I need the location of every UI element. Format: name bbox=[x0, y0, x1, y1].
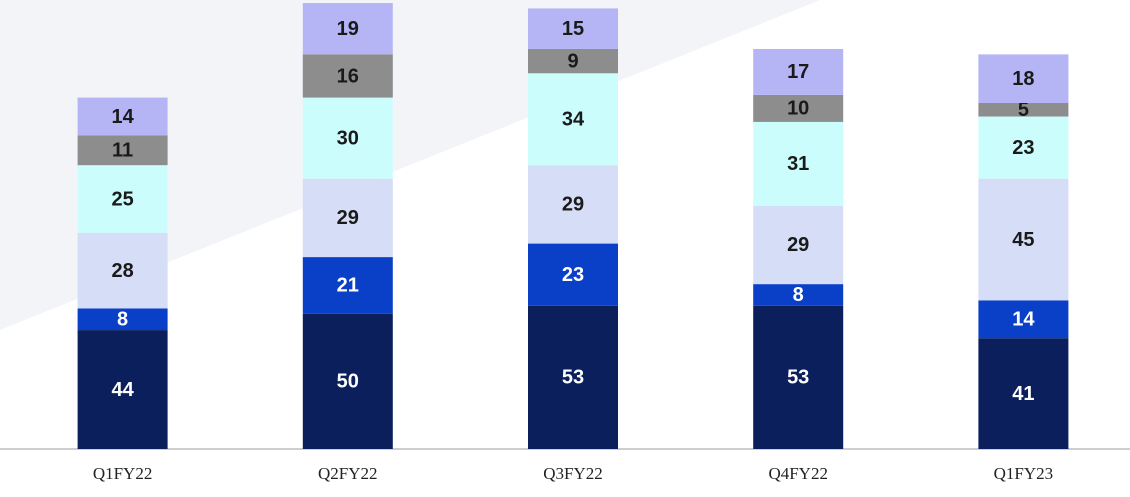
data-label: 31 bbox=[787, 153, 809, 175]
bar-segment bbox=[77, 97, 168, 136]
data-label: 17 bbox=[787, 61, 809, 83]
bar-segment bbox=[302, 257, 393, 314]
bar-segment bbox=[302, 3, 393, 55]
x-tick-label: Q1FY23 bbox=[994, 464, 1054, 483]
data-label: 16 bbox=[337, 65, 359, 87]
bar-segment bbox=[753, 205, 844, 285]
data-label: 50 bbox=[337, 371, 359, 393]
data-label: 11 bbox=[112, 140, 133, 162]
data-label: 34 bbox=[562, 109, 585, 131]
data-label: 41 bbox=[1012, 383, 1034, 405]
bar-segment bbox=[978, 300, 1069, 339]
x-tick-label: Q4FY22 bbox=[768, 464, 828, 483]
bar-segment bbox=[753, 305, 844, 449]
bar-segment bbox=[753, 94, 844, 122]
bar-segment bbox=[302, 97, 393, 179]
data-label: 29 bbox=[562, 194, 584, 216]
bar-segment bbox=[753, 48, 844, 95]
bar-segment bbox=[753, 121, 844, 206]
data-label: 53 bbox=[562, 367, 584, 389]
bar-segment bbox=[302, 313, 393, 449]
bar-segment bbox=[978, 116, 1069, 179]
bar-segment bbox=[302, 178, 393, 258]
data-label: 23 bbox=[1012, 137, 1034, 159]
bar-segment bbox=[528, 73, 618, 166]
bar-segment bbox=[978, 338, 1069, 449]
bar-segment bbox=[77, 165, 168, 233]
data-label: 8 bbox=[117, 309, 128, 331]
data-label: 44 bbox=[111, 379, 134, 401]
data-label: 21 bbox=[337, 275, 359, 297]
bar-segment bbox=[77, 330, 168, 449]
data-label: 25 bbox=[111, 188, 133, 210]
data-label: 18 bbox=[1012, 68, 1034, 90]
data-label: 9 bbox=[567, 50, 578, 72]
bar-segment bbox=[528, 305, 618, 449]
data-label: 23 bbox=[562, 264, 584, 286]
x-tick-label: Q2FY22 bbox=[318, 464, 378, 483]
data-label: 45 bbox=[1012, 229, 1034, 251]
bar-segment bbox=[77, 308, 168, 331]
data-label: 5 bbox=[1018, 99, 1029, 121]
data-label: 30 bbox=[337, 127, 359, 149]
x-tick-label: Q3FY22 bbox=[543, 464, 603, 483]
bar-segment bbox=[753, 284, 844, 306]
bar-segment bbox=[528, 243, 618, 306]
bar-segment bbox=[528, 8, 618, 49]
data-label: 8 bbox=[793, 284, 804, 306]
data-label: 10 bbox=[787, 98, 809, 120]
bar-segment bbox=[978, 103, 1069, 117]
bar-segment bbox=[528, 165, 618, 244]
data-label: 14 bbox=[111, 106, 134, 128]
data-label: 29 bbox=[337, 207, 359, 229]
data-label: 15 bbox=[562, 18, 584, 40]
data-label: 19 bbox=[337, 18, 359, 40]
bar-segment bbox=[302, 54, 393, 98]
bar-segment bbox=[978, 54, 1069, 104]
data-label: 28 bbox=[111, 260, 133, 282]
data-label: 53 bbox=[787, 367, 809, 389]
bar-segment bbox=[77, 135, 168, 166]
data-label: 29 bbox=[787, 234, 809, 256]
bar-segment bbox=[77, 232, 168, 309]
bar-segment bbox=[978, 178, 1069, 301]
bar-segment bbox=[528, 48, 618, 74]
data-label: 14 bbox=[1012, 309, 1035, 331]
x-tick-label: Q1FY22 bbox=[93, 464, 153, 483]
